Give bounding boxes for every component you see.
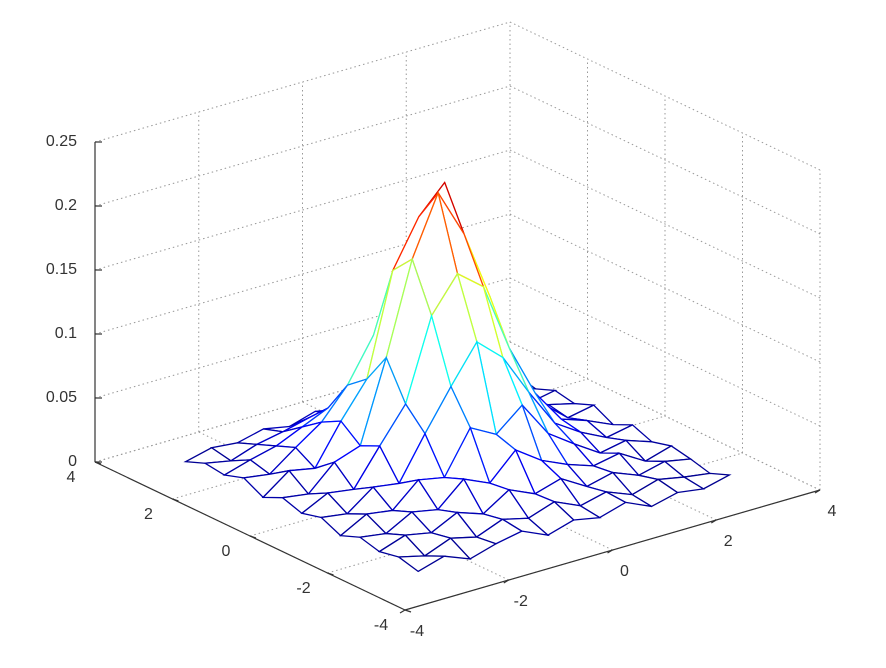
y-tick-label: -2: [296, 580, 310, 597]
x-tick-label: 4: [828, 503, 837, 520]
x-tick: [503, 579, 510, 584]
z-tick-label: 0.05: [46, 389, 77, 406]
z-tick-label: 0.15: [46, 261, 77, 278]
grid-line: [509, 213, 821, 363]
y-tick: [327, 572, 334, 576]
grid-line: [94, 149, 511, 271]
grid-line: [509, 85, 821, 235]
y-tick: [404, 609, 412, 613]
x-tick-label: -2: [514, 593, 528, 610]
grid-line: [509, 149, 821, 299]
x-tick: [710, 519, 717, 524]
y-tick-label: 4: [67, 469, 76, 486]
y-tick-label: 2: [144, 506, 153, 523]
x-tick-label: 2: [724, 533, 733, 550]
x-tick-label: 0: [620, 563, 629, 580]
z-tick-label: 0.1: [55, 325, 77, 342]
y-tick: [94, 461, 102, 465]
z-tick-label: 0.2: [55, 197, 77, 214]
mesh-cell: [396, 555, 447, 573]
z-tick-label: 0.25: [46, 133, 77, 150]
y-tick: [249, 535, 257, 539]
y-tick-label: 0: [222, 543, 231, 560]
grid-line: [94, 85, 511, 207]
x-tick: [607, 549, 613, 554]
grid-line: [509, 341, 821, 491]
z-tick-label: 0: [68, 453, 77, 470]
grid-line: [94, 21, 511, 143]
grid-line: [509, 277, 821, 427]
x-tick: [814, 489, 821, 494]
y-tick-label: -4: [374, 617, 388, 634]
x-tick-label: -4: [410, 623, 424, 640]
x-tick: [399, 609, 406, 614]
grid-line: [509, 21, 821, 171]
y-tick: [172, 498, 179, 502]
